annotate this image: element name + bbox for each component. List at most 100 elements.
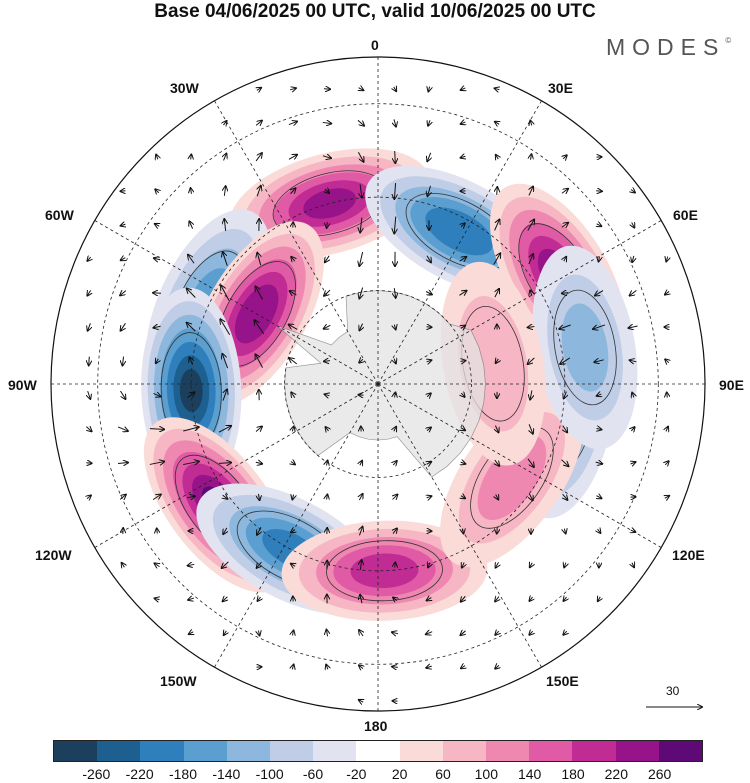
wind-vector xyxy=(529,493,533,501)
colorbar-swatch xyxy=(183,741,227,761)
wind-vector xyxy=(153,326,161,327)
wind-vector xyxy=(395,150,396,163)
wind-vector xyxy=(560,357,571,364)
brand-logo: MODES© xyxy=(606,34,732,60)
wind-vector xyxy=(325,394,330,395)
wind-vector xyxy=(122,356,123,366)
wind-vector xyxy=(291,392,295,397)
wind-vector xyxy=(563,493,568,500)
wind-vector xyxy=(495,459,499,466)
colorbar-tick-label: 20 xyxy=(391,766,408,782)
meridian-line xyxy=(377,220,662,385)
wind-vector xyxy=(291,257,295,261)
colorbar-tick-label: -220 xyxy=(125,766,154,782)
wind-vector xyxy=(291,530,295,533)
wind-vector xyxy=(563,425,567,433)
parallel-line xyxy=(190,196,566,572)
wind-vector xyxy=(188,255,195,264)
lon-label-90e: 90E xyxy=(719,377,744,393)
wind-vector xyxy=(597,428,602,429)
wind-vector xyxy=(630,290,637,295)
wind-vector xyxy=(360,461,362,465)
wind-vector xyxy=(288,155,297,160)
wind-vector xyxy=(359,527,362,536)
wind-vector xyxy=(255,354,263,368)
lon-label-90w: 90W xyxy=(8,377,37,393)
wind-vector xyxy=(529,631,532,635)
wind-vector xyxy=(393,528,397,533)
wind-vector xyxy=(359,665,363,668)
wind-vector xyxy=(359,323,362,331)
wind-vector xyxy=(563,155,567,158)
wind-vector xyxy=(392,667,398,668)
wind-vector xyxy=(594,360,604,362)
wind-vector xyxy=(428,563,430,568)
wind-vector xyxy=(288,121,297,124)
wind-vector xyxy=(394,288,395,298)
colorbar-tick-label: 60 xyxy=(435,766,451,782)
wind-vector xyxy=(665,496,669,498)
wind-vector xyxy=(189,632,193,634)
wind-vectors xyxy=(86,87,669,703)
colorbar-swatch xyxy=(140,741,184,761)
wind-vector xyxy=(120,291,127,296)
wind-vector xyxy=(153,393,160,396)
wind-vector xyxy=(596,191,602,192)
meridian-line xyxy=(377,100,542,385)
wind-vector xyxy=(631,530,636,532)
wind-vector xyxy=(595,290,604,296)
wind-vector xyxy=(630,360,637,362)
wind-vector xyxy=(189,221,192,229)
wind-vector xyxy=(559,325,571,329)
wind-vector xyxy=(496,562,499,567)
wind-vector xyxy=(461,428,465,431)
wind-vector xyxy=(322,156,331,158)
colorbar-tick-label: -260 xyxy=(82,766,111,782)
wind-vector xyxy=(155,189,159,193)
parallel-line xyxy=(284,290,472,478)
wind-vector xyxy=(183,427,199,432)
wind-vector xyxy=(564,391,567,399)
lon-label-60w: 60W xyxy=(45,207,74,223)
wind-vector xyxy=(224,154,227,161)
wind-vector xyxy=(255,462,262,464)
wind-vector xyxy=(395,393,396,398)
wind-vector xyxy=(665,461,668,465)
wind-vector xyxy=(255,121,262,126)
wind-vector xyxy=(394,183,395,199)
anomaly-contour xyxy=(425,207,493,256)
colorbar-ticks: -260 -220 -180 -140 -100 -60 -20 20 60 100 140 180 2… xyxy=(0,766,750,783)
colorbar-swatch xyxy=(572,741,616,761)
colorbar-swatch xyxy=(442,741,487,761)
wind-vector xyxy=(257,561,262,568)
wind-vector xyxy=(291,461,295,464)
wind-vector xyxy=(564,563,566,568)
wind-vector xyxy=(121,224,126,226)
wind-vector xyxy=(191,188,192,194)
wind-vector xyxy=(631,189,635,192)
wind-vector xyxy=(359,287,362,299)
wind-vector xyxy=(531,154,532,160)
wind-vector xyxy=(394,427,396,431)
wind-vector xyxy=(529,187,533,196)
wind-vector xyxy=(327,495,328,500)
wind-vector xyxy=(528,254,533,265)
wind-vector xyxy=(223,121,226,125)
wind-vector xyxy=(495,665,499,668)
wind-vector xyxy=(632,563,634,568)
wind-vector xyxy=(427,427,431,430)
wind-vector xyxy=(155,563,160,566)
wind-vector xyxy=(426,632,433,635)
wind-vector xyxy=(359,251,362,266)
wind-vector xyxy=(290,291,297,295)
meridian-line xyxy=(377,383,662,548)
wind-vector xyxy=(461,326,465,329)
wind-vector xyxy=(462,562,464,567)
wind-vector xyxy=(289,325,298,330)
colorbar-tick-label: -100 xyxy=(255,766,284,782)
wind-vector xyxy=(359,700,363,702)
wind-vector xyxy=(87,290,90,295)
wind-vector xyxy=(427,393,431,396)
wind-vector xyxy=(496,359,499,363)
